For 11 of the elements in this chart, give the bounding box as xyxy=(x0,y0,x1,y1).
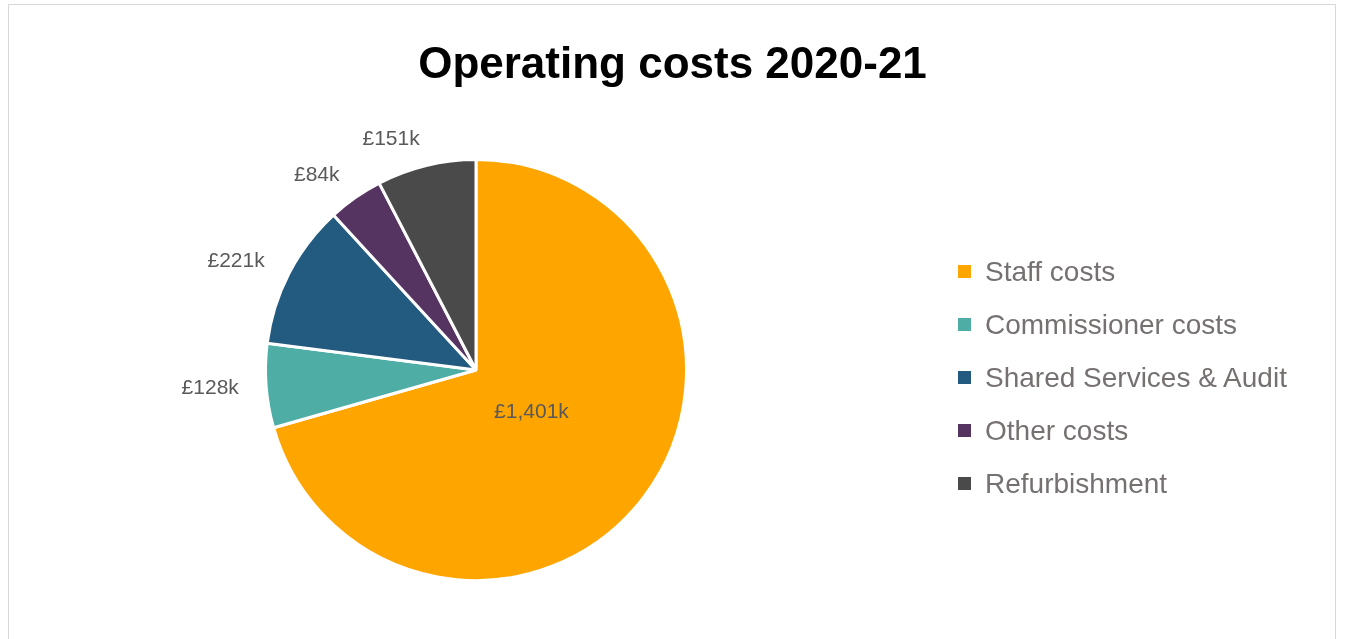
legend-label: Refurbishment xyxy=(985,467,1168,500)
data-label: £84k xyxy=(294,161,341,185)
data-label: £221k xyxy=(207,247,266,271)
chart-title: Operating costs 2020-21 xyxy=(417,38,928,88)
legend-label: Commissioner costs xyxy=(985,308,1238,341)
legend-label: Staff costs xyxy=(985,255,1116,288)
legend-label: Other costs xyxy=(985,414,1129,447)
legend-label: Shared Services & Audit xyxy=(985,361,1287,394)
data-label: £128k xyxy=(181,374,240,398)
data-label: £1,401k xyxy=(494,398,570,422)
data-label: £151k xyxy=(362,125,421,149)
